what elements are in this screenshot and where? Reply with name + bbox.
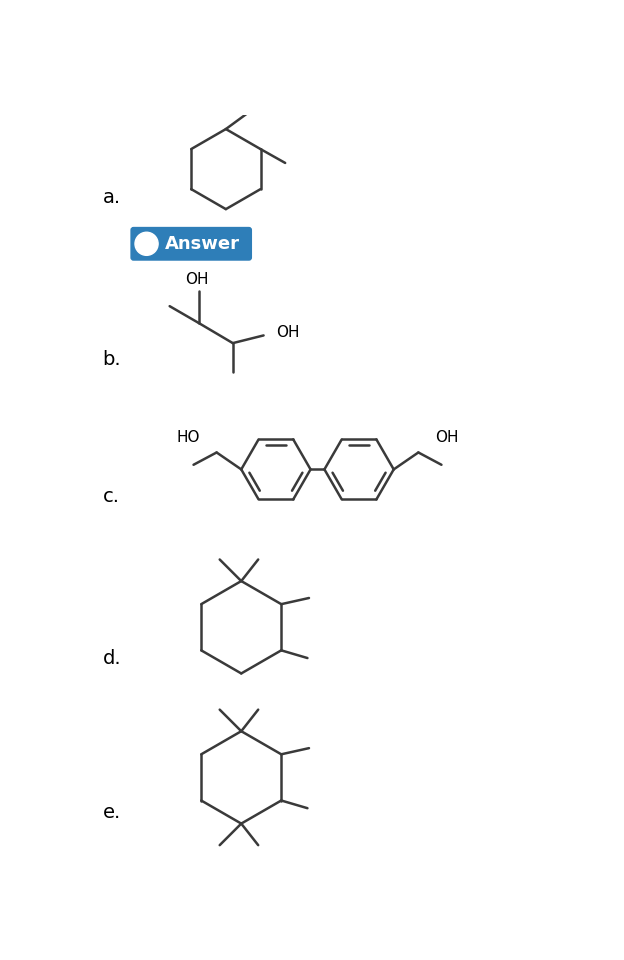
Text: OH: OH (276, 324, 300, 340)
Text: OH: OH (436, 429, 459, 444)
Text: d.: d. (103, 649, 121, 667)
FancyBboxPatch shape (130, 227, 252, 261)
Text: >: > (140, 235, 155, 252)
Text: c.: c. (103, 487, 120, 506)
Text: HO: HO (176, 429, 200, 444)
Text: b.: b. (103, 349, 121, 369)
Text: Answer: Answer (165, 235, 240, 252)
Text: OH: OH (185, 273, 209, 287)
Text: a.: a. (103, 188, 121, 207)
Circle shape (135, 232, 158, 255)
Text: e.: e. (103, 803, 121, 822)
